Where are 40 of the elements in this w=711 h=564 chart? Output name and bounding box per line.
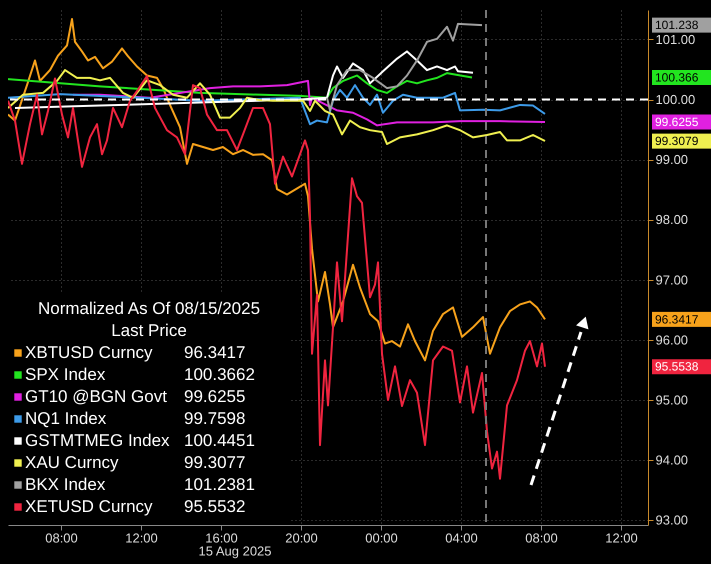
y-tick-label: 101.00 [656,32,696,47]
y-tick-label: 93.00 [656,512,688,528]
x-axis-title: 15 Aug 2025 [198,544,272,558]
y-tick-label: 94.00 [656,452,688,468]
y-tick-label: 96.00 [656,332,688,348]
text: NQ1 Index 99.7598 [25,409,246,428]
line-series [8,84,546,126]
text: XAU Curncy 99.3077 [25,453,246,472]
line-series [8,72,473,99]
x-tick-label: 04:00 [445,530,478,546]
text: 96.3417 [655,312,698,326]
x-tick-label: 08:00 [45,530,78,546]
text: XBTUSD Curncy [25,343,153,362]
x-tick-label: 16:00 [205,530,238,546]
line-series [326,22,483,112]
annotation: 96.3417 [184,343,246,362]
line-series [8,18,546,362]
text: BKX Index 101.2381 [25,475,255,494]
y-tick-label: 97.00 [656,272,688,288]
x-tick-label: 20:00 [285,530,318,546]
text: 101.238 [655,18,699,32]
text: 95.5538 [655,360,699,374]
x-tick-label: 00:00 [365,530,398,546]
x-tick-label: 12:00 [605,530,638,546]
y-tick-label: 100.00 [656,92,696,108]
y-tick-label: 98.00 [656,212,688,228]
y-tick-label: 95.00 [656,392,688,408]
legend-title: Normalized As Of 08/15/2025 Last Price [38,299,260,340]
text: 100.366 [655,70,699,85]
line-series [72,80,546,126]
legend-label: GT10 @BGN Govt 99.6255 [25,387,246,406]
legend-label: GSTMTMEG Index 100.4451 [25,431,255,450]
x-tick-label: 08:00 [525,530,558,546]
x-tick-label: 12:00 [125,530,158,546]
y-tick-label: 99.00 [656,152,688,168]
text: 99.3079 [655,134,699,148]
text: SPX Index 100.3662 [25,365,255,384]
text: XETUSD Curncy 95.5532 [25,497,246,516]
line-series [8,69,546,146]
text: 99.6255 [655,115,699,130]
